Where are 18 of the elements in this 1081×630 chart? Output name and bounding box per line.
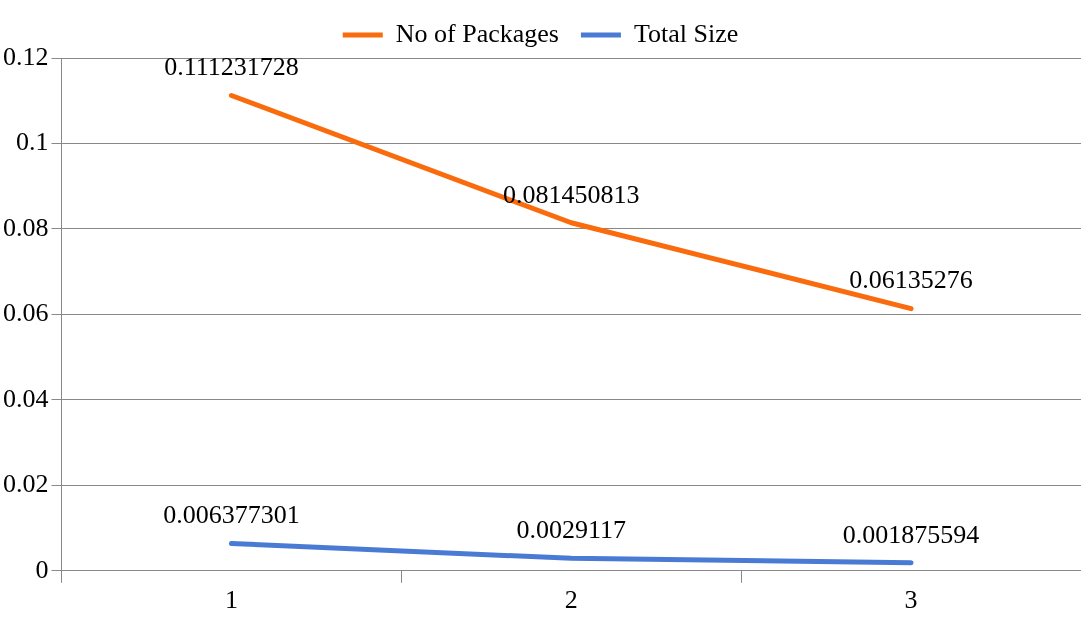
y-tick-label: 0.04 bbox=[3, 383, 49, 413]
data-label: 0.0029117 bbox=[516, 515, 627, 545]
x-tick-label: 1 bbox=[224, 585, 238, 615]
y-tick-label: 0.06 bbox=[3, 298, 49, 328]
data-label: 0.06135276 bbox=[849, 265, 973, 295]
x-tick-label: 2 bbox=[564, 585, 578, 615]
x-tick-label: 3 bbox=[904, 585, 918, 615]
y-tick-label: 0.08 bbox=[3, 212, 49, 242]
data-label: 0.001875594 bbox=[842, 519, 980, 549]
legend-label: No of Packages bbox=[395, 18, 559, 48]
y-tick-label: 0.1 bbox=[16, 127, 49, 157]
legend-label: Total Size bbox=[633, 18, 739, 48]
data-label: 0.081450813 bbox=[503, 179, 640, 209]
data-label: 0.111231728 bbox=[164, 52, 299, 82]
y-tick-label: 0 bbox=[35, 554, 49, 584]
data-label: 0.006377301 bbox=[163, 500, 300, 530]
y-tick-label: 0.02 bbox=[3, 469, 49, 499]
y-tick-label: 0.12 bbox=[3, 41, 49, 71]
